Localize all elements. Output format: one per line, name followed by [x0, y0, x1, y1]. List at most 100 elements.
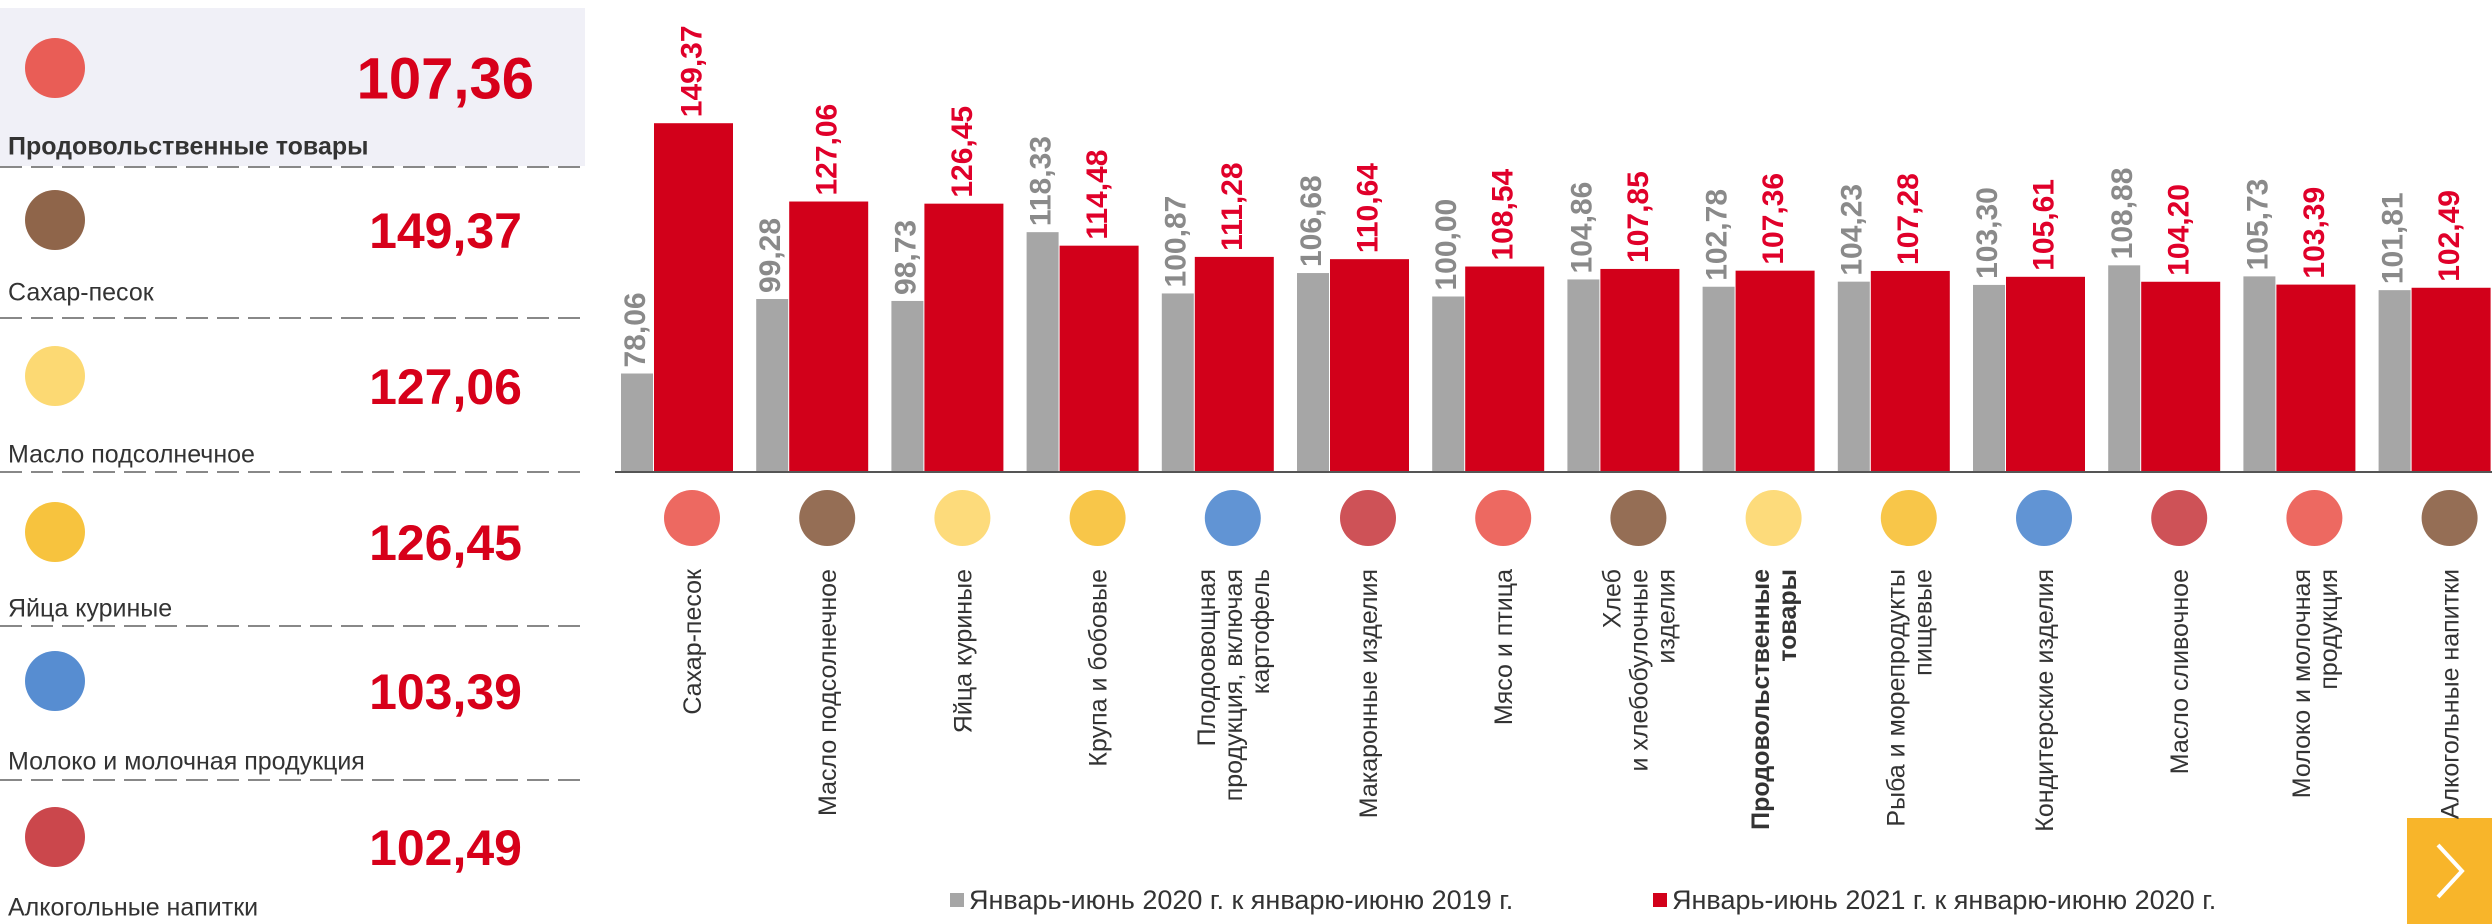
bar: [1735, 270, 1815, 472]
value-label: 101,81: [2377, 192, 2410, 284]
bar: [2006, 276, 2085, 472]
value-label: 126,45: [946, 106, 979, 198]
bar: [1973, 284, 2005, 472]
item-label: Молоко и молочная продукция: [8, 748, 365, 776]
item-icon: [25, 807, 85, 867]
item-icon: [25, 346, 85, 406]
value-label: 100,87: [1160, 196, 1193, 288]
value-label: 108,88: [2106, 168, 2139, 260]
item-label: Яйца куриные: [8, 595, 172, 623]
bar: [789, 201, 869, 472]
bar: [654, 123, 733, 472]
category-label: Мясо и птица: [1490, 569, 1518, 725]
item-icon: [25, 190, 85, 250]
bar: [1297, 273, 1329, 472]
bar: [2141, 281, 2221, 472]
value-label: 105,61: [2027, 179, 2060, 271]
bar: [621, 373, 653, 472]
item-value: 103,39: [369, 664, 522, 720]
value-label: 149,37: [675, 25, 708, 117]
value-label: 107,28: [1892, 173, 1925, 265]
value-label: 108,54: [1487, 168, 1520, 260]
value-label: 118,33: [1025, 136, 1058, 226]
category-label: Хлеби хлебобулочныеизделия: [1598, 569, 1680, 772]
value-label: 104,20: [2163, 184, 2196, 276]
bar: [1432, 296, 1465, 472]
bar: [2276, 284, 2356, 472]
value-label: 106,68: [1295, 175, 1328, 267]
bar: [1870, 270, 1950, 472]
value-label: 127,06: [811, 104, 844, 196]
bar: [1837, 281, 1870, 472]
bar: [2108, 265, 2141, 472]
category-icon: [664, 490, 720, 546]
category-icon: [799, 490, 856, 546]
legend-label: Январь-июнь 2021 г. к январю-июню 2020 г…: [1672, 885, 2216, 915]
bar: [1465, 266, 1545, 472]
item-label: Масло подсолнечное: [8, 441, 255, 469]
category-icon: [1340, 490, 1396, 546]
legend-label: Январь-июнь 2020 г. к январю-июню 2019 г…: [969, 885, 1513, 915]
highlight-bg: [0, 8, 585, 166]
category-label: Масло подсолнечное: [814, 569, 842, 816]
legend-swatch: [1653, 893, 1667, 907]
category-icon: [2286, 490, 2343, 546]
category-label: Кондитерские изделия: [2031, 569, 2059, 832]
category-label: Масло сливочное: [2166, 569, 2194, 774]
next-button[interactable]: [2407, 818, 2492, 924]
bar: [2243, 276, 2276, 472]
bar: [924, 203, 1004, 472]
category-icon: [934, 490, 991, 546]
item-value: 102,49: [369, 820, 522, 876]
value-label: 98,73: [889, 220, 922, 295]
bar: [1702, 286, 1735, 472]
category-label: Молоко и молочнаяпродукция: [2288, 569, 2343, 798]
bar: [1194, 256, 1274, 472]
item-value: 149,37: [369, 203, 522, 259]
bar: [1600, 268, 1680, 472]
value-label: 110,64: [1351, 163, 1384, 253]
item-label: Алкогольные напитки: [8, 894, 258, 922]
bar: [1567, 279, 1600, 472]
category-icon: [1475, 490, 1532, 546]
category-icon: [1880, 490, 1937, 546]
bar: [891, 300, 924, 472]
item-label: Продовольственные товары: [8, 133, 369, 161]
value-label: 104,23: [1836, 184, 1869, 276]
value-label: 103,30: [1971, 187, 2004, 279]
category-icon: [1745, 490, 1802, 546]
value-label: 107,85: [1622, 171, 1655, 263]
item-icon: [25, 38, 85, 98]
bar: [1059, 245, 1139, 472]
value-label: 105,73: [2241, 179, 2274, 271]
value-label: 100,00: [1430, 199, 1463, 291]
category-label: Рыба и морепродуктыпищевые: [1882, 569, 1937, 827]
category-icon: [2016, 490, 2072, 546]
bar: [1330, 259, 1409, 472]
bar: [1026, 232, 1059, 472]
bar: [756, 299, 789, 472]
value-label: 111,28: [1216, 162, 1249, 250]
button-bg: [2407, 818, 2492, 924]
category-icon: [2151, 490, 2208, 546]
bar: [2378, 290, 2411, 472]
value-label: 99,28: [754, 218, 787, 293]
item-value: 127,06: [369, 359, 522, 415]
value-label: 114,48: [1081, 150, 1114, 240]
value-label: 104,86: [1565, 182, 1598, 274]
value-label: 102,49: [2433, 190, 2466, 282]
category-label: Сахар-песок: [679, 568, 707, 715]
item-icon: [25, 502, 85, 562]
category-icon: [1610, 490, 1667, 546]
item-value: 126,45: [369, 515, 522, 571]
legend-swatch: [950, 893, 964, 907]
bar: [2411, 287, 2491, 472]
value-label: 78,06: [619, 292, 652, 367]
category-label: Макаронные изделия: [1355, 569, 1383, 818]
bar: [1161, 293, 1194, 472]
category-icon: [2421, 490, 2478, 546]
value-label: 102,78: [1701, 189, 1734, 281]
category-icon: [1204, 490, 1261, 546]
item-label: Сахар-песок: [8, 279, 155, 307]
